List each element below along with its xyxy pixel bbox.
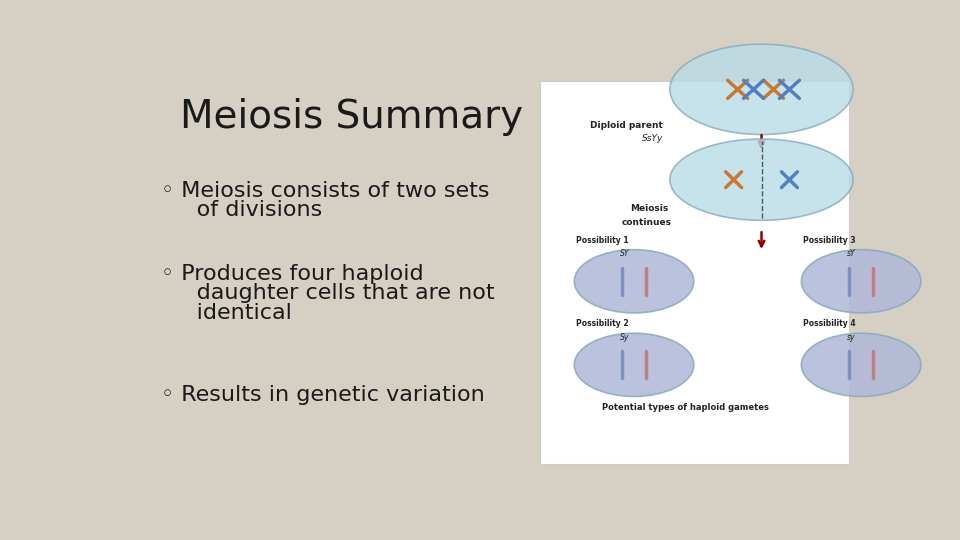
- FancyBboxPatch shape: [540, 82, 849, 464]
- Ellipse shape: [802, 249, 921, 313]
- Ellipse shape: [670, 139, 853, 220]
- Text: Possibility 1: Possibility 1: [576, 236, 629, 245]
- Text: Possibility 3: Possibility 3: [804, 236, 856, 245]
- Text: of divisions: of divisions: [161, 200, 323, 220]
- Text: sy: sy: [847, 333, 855, 342]
- Ellipse shape: [670, 44, 853, 134]
- Text: Possibility 2: Possibility 2: [576, 320, 629, 328]
- Text: continues: continues: [622, 218, 672, 227]
- Text: SY: SY: [620, 249, 630, 259]
- Text: Sy: Sy: [620, 333, 630, 342]
- Text: ◦ Produces four haploid: ◦ Produces four haploid: [161, 265, 423, 285]
- Text: sY: sY: [847, 249, 855, 259]
- Text: daughter cells that are not: daughter cells that are not: [161, 284, 494, 303]
- Text: Diploid parent: Diploid parent: [590, 121, 663, 130]
- Text: Meiosis Summary: Meiosis Summary: [180, 98, 522, 136]
- Text: Potential types of haploid gametes: Potential types of haploid gametes: [602, 403, 769, 412]
- Text: Meiosis: Meiosis: [630, 204, 668, 213]
- Ellipse shape: [574, 249, 694, 313]
- Text: identical: identical: [161, 302, 292, 322]
- Ellipse shape: [802, 333, 921, 396]
- Ellipse shape: [574, 333, 694, 396]
- Text: ◦ Results in genetic variation: ◦ Results in genetic variation: [161, 385, 485, 405]
- Text: SsYy: SsYy: [642, 134, 663, 143]
- Text: Possibility 4: Possibility 4: [804, 320, 856, 328]
- Text: ◦ Meiosis consists of two sets: ◦ Meiosis consists of two sets: [161, 181, 490, 201]
